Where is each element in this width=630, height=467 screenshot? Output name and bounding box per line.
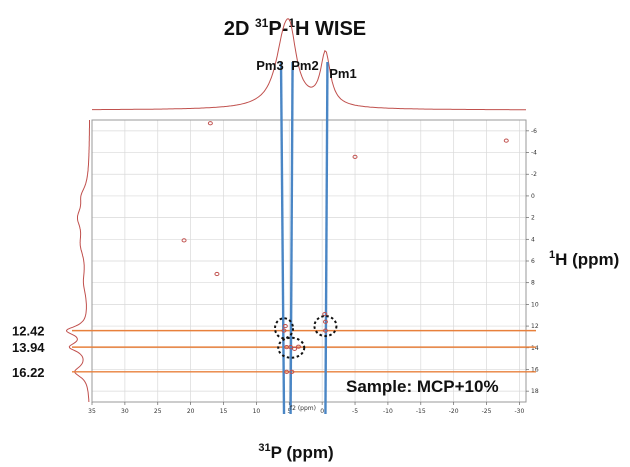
- cross-peak: [322, 328, 328, 333]
- x-tick-label: 10: [253, 408, 261, 415]
- small-axis-label: f2 (ppm): [290, 405, 316, 412]
- cross-peak: [289, 369, 295, 374]
- peak-label: Pm1: [329, 66, 356, 81]
- y-tick-label: 14: [531, 345, 539, 352]
- chart-title: 2D 31P-1H WISE: [224, 16, 366, 40]
- cross-peak: [207, 121, 213, 126]
- plot-grid: [91, 120, 526, 402]
- x-tick-label: -30: [515, 408, 525, 415]
- peak-label: Pm3: [256, 58, 283, 73]
- marker-label: 12.42: [12, 324, 45, 339]
- marker-label: 13.94: [12, 340, 45, 355]
- y-tick-label: 10: [531, 301, 539, 308]
- y-tick-label: 8: [531, 280, 535, 287]
- top-projection-trace: [92, 18, 526, 111]
- marker-label: 16.22: [12, 365, 45, 380]
- cross-peak: [295, 344, 301, 349]
- cross-peak: [281, 328, 287, 333]
- x-tick-label: -10: [383, 408, 393, 415]
- y-tick-label: 6: [531, 258, 535, 265]
- y-axis-ticks: -6 -4 -2 0 2 4 6 8 10 12 14 16 18: [526, 128, 539, 395]
- cross-peak: [322, 312, 328, 317]
- y-tick-label: 16: [531, 366, 539, 373]
- highlight-circle: [274, 317, 295, 340]
- y-tick-label: 18: [531, 388, 539, 395]
- x-tick-label: 25: [154, 408, 162, 415]
- y-tick-label: -2: [531, 171, 537, 178]
- cross-peak: [292, 346, 298, 351]
- sample-label: Sample: MCP+10%: [346, 377, 499, 396]
- cross-peak: [284, 369, 290, 374]
- peak-line: [324, 61, 329, 415]
- x-tick-label: 5: [287, 408, 291, 415]
- peak-line: [279, 61, 286, 415]
- phosphorus-peak-lines: [279, 61, 329, 415]
- x-tick-label: 20: [187, 408, 195, 415]
- cross-peak: [181, 238, 187, 243]
- y-tick-label: 0: [531, 193, 535, 200]
- y-tick-label: 2: [531, 215, 535, 222]
- y-tick-label: 12: [531, 323, 539, 330]
- highlight-circles: [274, 315, 338, 359]
- x-tick-label: -25: [482, 408, 492, 415]
- x-tick-label: 15: [220, 408, 228, 415]
- peak-line: [289, 61, 294, 415]
- cross-peak: [352, 154, 358, 159]
- cross-peaks: [181, 121, 509, 374]
- highlight-circle: [313, 315, 338, 338]
- y-tick-label: -6: [531, 128, 537, 135]
- cross-peak: [282, 323, 288, 329]
- left-projection-trace: [65, 120, 90, 403]
- cross-peak: [322, 319, 328, 324]
- y-tick-label: 4: [531, 236, 535, 243]
- peak-label: Pm2: [291, 58, 318, 73]
- y-axis-label: 1H (ppm): [549, 249, 619, 269]
- x-tick-label: 0: [320, 408, 324, 415]
- x-axis-ticks: 35 30 25 20 15 10 5 0 -5 -10 -15 -20 -25 -30: [88, 402, 525, 415]
- x-tick-label: -20: [449, 408, 459, 415]
- cross-peak: [214, 271, 220, 277]
- y-tick-label: -4: [531, 150, 537, 157]
- cross-peak: [503, 138, 509, 143]
- x-tick-label: 30: [121, 408, 129, 415]
- peak-labels: Pm3 Pm2 Pm1: [256, 58, 356, 81]
- x-axis-label: 31P (ppm): [258, 442, 333, 462]
- cross-peak: [288, 345, 294, 350]
- x-tick-label: 35: [88, 408, 96, 415]
- x-tick-label: -5: [352, 408, 358, 415]
- x-tick-label: -15: [416, 408, 426, 415]
- highlight-circle: [277, 336, 306, 359]
